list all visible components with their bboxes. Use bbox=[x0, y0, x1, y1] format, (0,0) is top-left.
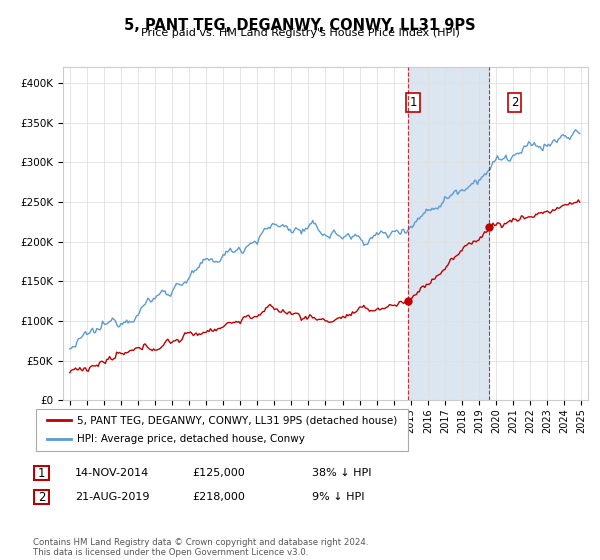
Text: Contains HM Land Registry data © Crown copyright and database right 2024.
This d: Contains HM Land Registry data © Crown c… bbox=[33, 538, 368, 557]
Text: 14-NOV-2014: 14-NOV-2014 bbox=[75, 468, 149, 478]
FancyBboxPatch shape bbox=[34, 466, 49, 480]
Text: HPI: Average price, detached house, Conwy: HPI: Average price, detached house, Conw… bbox=[77, 435, 305, 445]
Text: 2: 2 bbox=[38, 491, 45, 504]
Bar bbox=[408, 67, 489, 400]
Text: 21-AUG-2019: 21-AUG-2019 bbox=[75, 492, 149, 502]
Text: 5, PANT TEG, DEGANWY, CONWY, LL31 9PS: 5, PANT TEG, DEGANWY, CONWY, LL31 9PS bbox=[124, 18, 476, 34]
Text: 38% ↓ HPI: 38% ↓ HPI bbox=[312, 468, 371, 478]
Text: 1: 1 bbox=[409, 96, 417, 109]
Text: £125,000: £125,000 bbox=[192, 468, 245, 478]
Text: 5, PANT TEG, DEGANWY, CONWY, LL31 9PS (detached house): 5, PANT TEG, DEGANWY, CONWY, LL31 9PS (d… bbox=[77, 415, 397, 425]
Text: 9% ↓ HPI: 9% ↓ HPI bbox=[312, 492, 365, 502]
FancyBboxPatch shape bbox=[34, 490, 49, 505]
Text: 1: 1 bbox=[38, 466, 45, 480]
Text: £218,000: £218,000 bbox=[192, 492, 245, 502]
Text: 2: 2 bbox=[511, 96, 518, 109]
FancyBboxPatch shape bbox=[36, 409, 408, 451]
Text: Price paid vs. HM Land Registry's House Price Index (HPI): Price paid vs. HM Land Registry's House … bbox=[140, 28, 460, 38]
